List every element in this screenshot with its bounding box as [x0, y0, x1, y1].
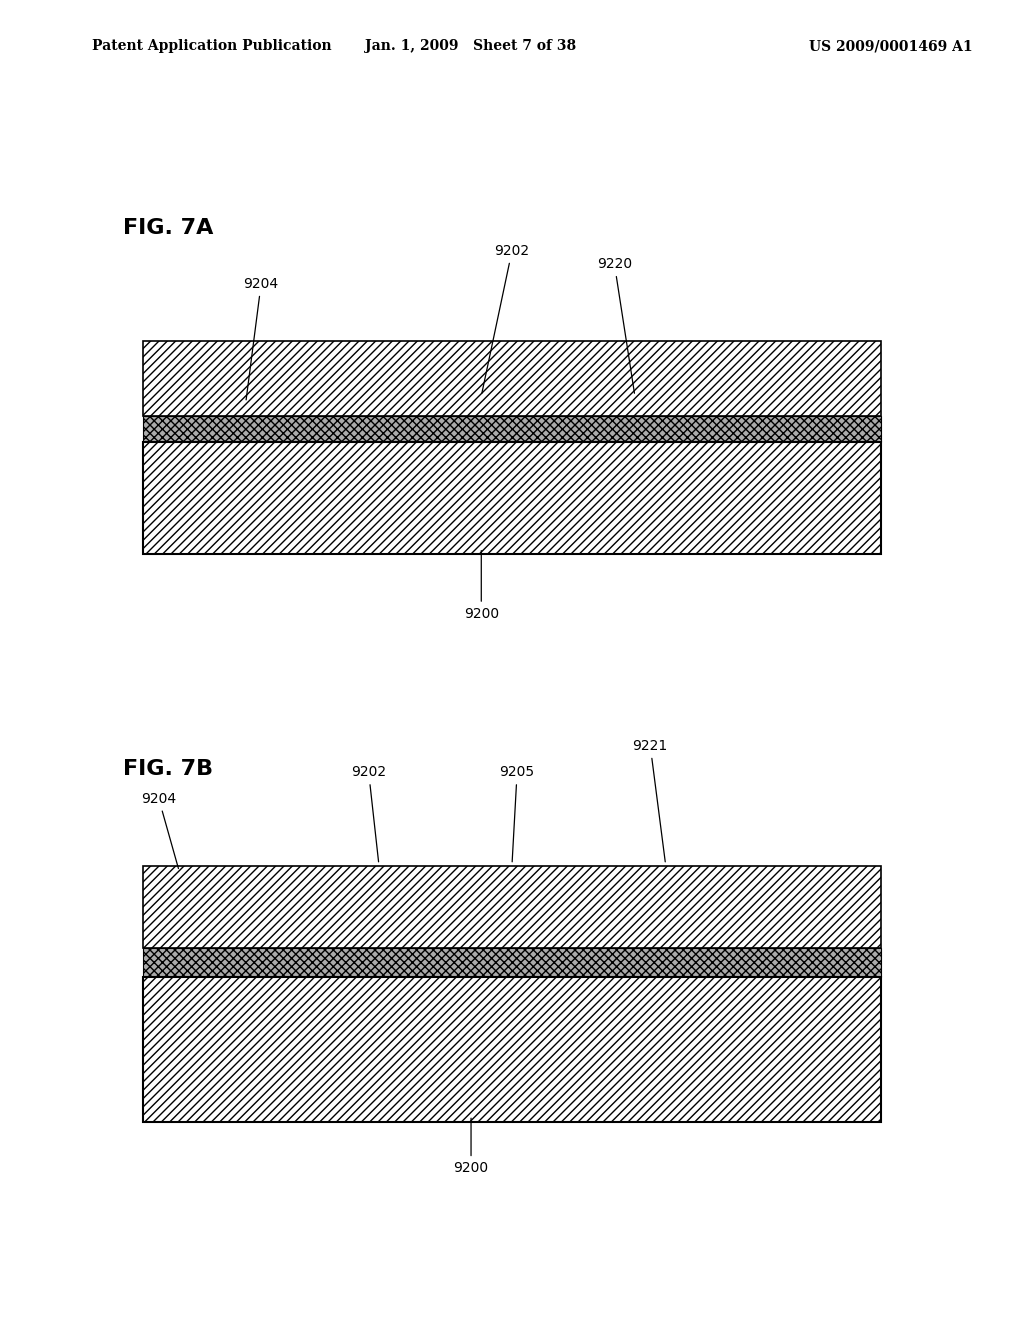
Text: Patent Application Publication: Patent Application Publication	[92, 40, 332, 53]
Text: 9205: 9205	[500, 766, 535, 862]
Text: 9221: 9221	[633, 739, 668, 862]
FancyBboxPatch shape	[143, 341, 881, 417]
Text: 9204: 9204	[141, 792, 178, 869]
FancyBboxPatch shape	[143, 441, 881, 554]
Text: 9200: 9200	[464, 550, 499, 620]
FancyBboxPatch shape	[143, 866, 881, 948]
Text: 9204: 9204	[244, 277, 279, 400]
Text: 9202: 9202	[351, 766, 386, 862]
Text: FIG. 7B: FIG. 7B	[123, 759, 213, 779]
Text: FIG. 7A: FIG. 7A	[123, 218, 213, 238]
FancyBboxPatch shape	[143, 417, 881, 441]
FancyBboxPatch shape	[143, 948, 881, 977]
Text: 9200: 9200	[454, 1118, 488, 1175]
Text: 9202: 9202	[482, 244, 529, 393]
FancyBboxPatch shape	[143, 977, 881, 1122]
Text: 9220: 9220	[597, 257, 635, 393]
Text: US 2009/0001469 A1: US 2009/0001469 A1	[809, 40, 973, 53]
Text: Jan. 1, 2009   Sheet 7 of 38: Jan. 1, 2009 Sheet 7 of 38	[366, 40, 577, 53]
